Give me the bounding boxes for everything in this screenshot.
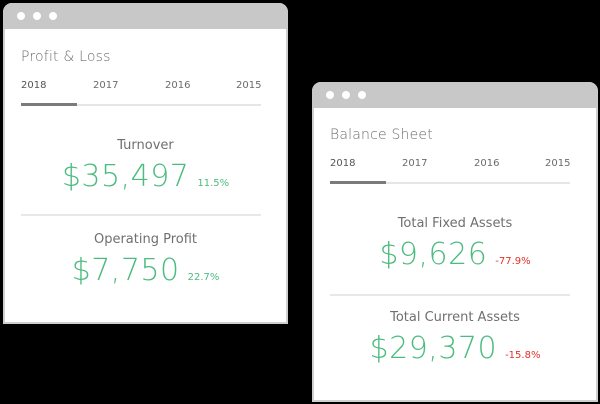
window-dot-icon <box>358 91 366 99</box>
metric-value: $9,626 <box>379 237 488 272</box>
metric-value: $7,750 <box>71 253 180 288</box>
tab-track <box>21 104 261 106</box>
metric-change: -15.8% <box>505 350 541 361</box>
metric-divider <box>21 214 261 216</box>
tab-2018[interactable]: 2018 <box>330 158 356 169</box>
active-tab-indicator <box>21 103 77 106</box>
window-dot-icon <box>33 12 41 20</box>
metric-label: Turnover <box>117 138 174 153</box>
metric-value: $29,370 <box>369 331 498 366</box>
tab-2015[interactable]: 2015 <box>545 158 571 169</box>
metric-label: Operating Profit <box>93 232 198 247</box>
metric-turnover: Turnover $35,497 11.5% <box>5 138 286 194</box>
year-tabs: 2018 2017 2016 2015 <box>21 80 261 106</box>
metric-change: 22.7% <box>187 272 220 283</box>
balance-sheet-window: Balance Sheet 2018 2017 2016 2015 Total … <box>312 82 598 402</box>
profit-loss-window: Profit & Loss 2018 2017 2016 2015 Turnov… <box>3 3 288 324</box>
window-dot-icon <box>49 12 57 20</box>
metric-total-fixed-assets: Total Fixed Assets $9,626 -77.9% <box>314 216 596 272</box>
tab-2018[interactable]: 2018 <box>21 80 47 91</box>
metric-label: Total Current Assets <box>390 310 520 325</box>
metric-change: 11.5% <box>197 178 230 189</box>
metric-operating-profit: Operating Profit $7,750 22.7% <box>5 232 286 288</box>
window-dot-icon <box>326 91 334 99</box>
metric-label: Total Fixed Assets <box>397 216 513 231</box>
metric-total-current-assets: Total Current Assets $29,370 -15.8% <box>314 310 596 366</box>
window-dot-icon <box>17 12 25 20</box>
panel-title: Balance Sheet <box>330 127 433 143</box>
tab-2016[interactable]: 2016 <box>474 158 500 169</box>
window-title-bar <box>312 82 598 108</box>
window-dot-icon <box>342 91 350 99</box>
panel-title: Profit & Loss <box>21 49 111 65</box>
window-title-bar <box>3 3 288 29</box>
year-tabs: 2018 2017 2016 2015 <box>330 158 570 184</box>
metric-change: -77.9% <box>495 256 531 267</box>
metric-divider <box>330 294 570 296</box>
tab-2017[interactable]: 2017 <box>93 80 119 91</box>
tab-track <box>330 182 570 184</box>
metric-value: $35,497 <box>61 159 190 194</box>
tab-2017[interactable]: 2017 <box>402 158 428 169</box>
tab-2015[interactable]: 2015 <box>236 80 262 91</box>
active-tab-indicator <box>330 181 386 184</box>
tab-2016[interactable]: 2016 <box>165 80 191 91</box>
